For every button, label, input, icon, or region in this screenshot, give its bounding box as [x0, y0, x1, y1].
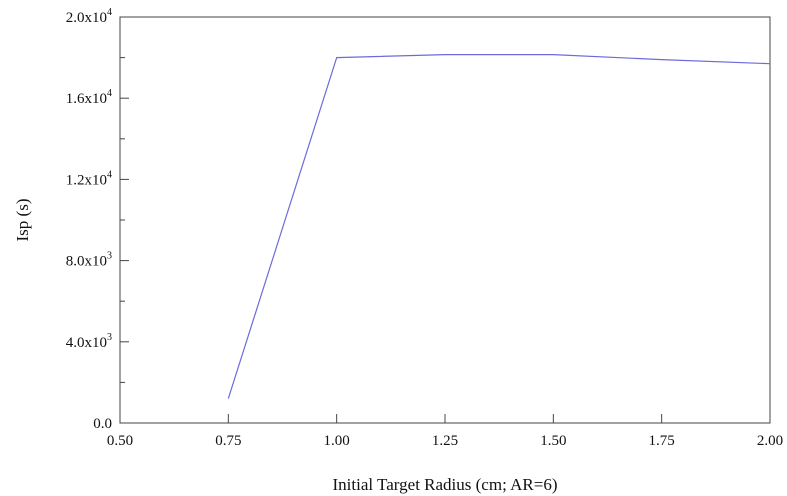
y-axis-label: Isp (s) [13, 199, 32, 242]
y-axis: 0.0 4.0x103 8.0x103 1.2x104 1.6x104 2.0x104 [66, 7, 129, 432]
y-tick-label: 2.0x104 [66, 7, 112, 26]
x-tick-label: 1.75 [649, 433, 675, 449]
x-tick-label: 1.50 [540, 433, 566, 449]
plot-frame [119, 16, 771, 424]
series-line [227, 53, 771, 399]
x-tick-label: 1.25 [432, 433, 458, 449]
y-tick-label: 8.0x103 [66, 251, 112, 270]
y-tick-label: 1.6x104 [66, 88, 112, 107]
x-tick-label: 0.50 [107, 433, 133, 449]
x-tick-label: 2.00 [757, 433, 783, 449]
x-tick-label: 1.00 [324, 433, 350, 449]
plot-border [119, 16, 771, 424]
y-tick-label: 4.0x103 [66, 332, 112, 351]
y-tick-label: 0.0 [93, 416, 112, 432]
y-tick-label: 1.2x104 [66, 169, 112, 188]
x-axis-label: Initial Target Radius (cm; AR=6) [333, 475, 558, 494]
x-tick-label: 0.75 [215, 433, 241, 449]
x-axis: 0.50 0.75 1.00 1.25 1.50 1.75 2.00 [107, 414, 783, 449]
series-layer [227, 53, 771, 399]
